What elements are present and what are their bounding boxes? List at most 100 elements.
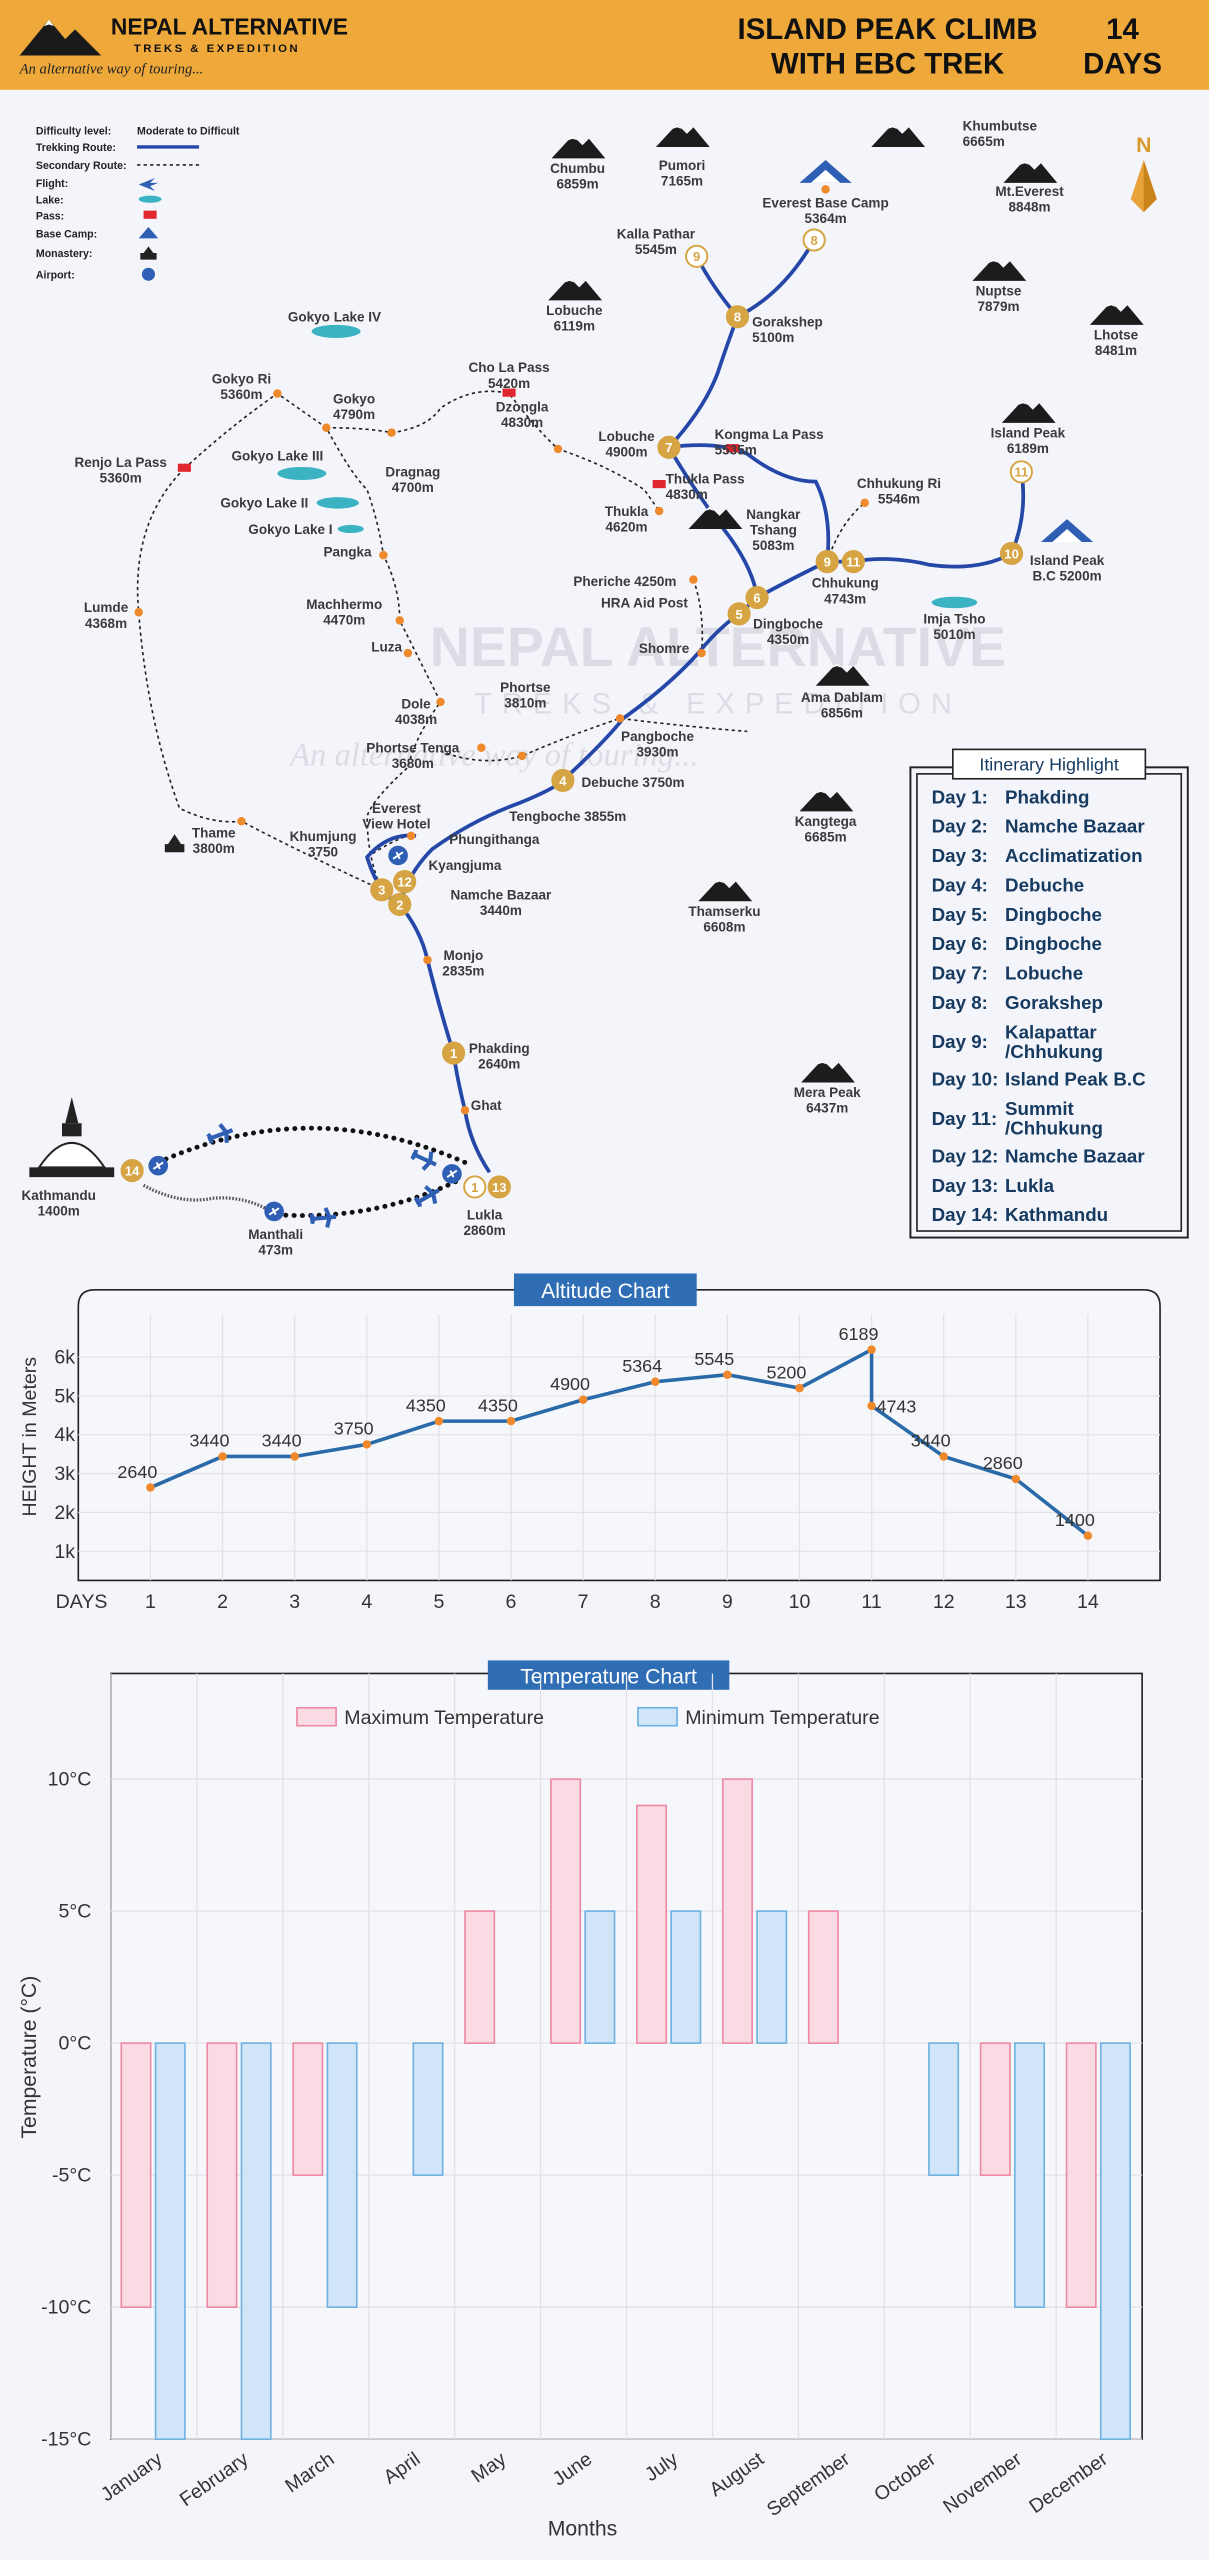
lake	[337, 524, 364, 534]
airport-plane	[446, 1169, 458, 1178]
legend-pass	[143, 210, 157, 219]
itinerary-day: Day 13:	[932, 1175, 999, 1196]
place-label: Phungithanga	[449, 832, 540, 847]
place-label: 2860m	[464, 1223, 506, 1238]
place-label: Pheriche 4250m	[573, 574, 676, 589]
mountain-icon	[1001, 400, 1056, 423]
temperature-bar	[807, 1910, 839, 2044]
itinerary-place: Lukla	[1005, 1175, 1055, 1196]
place-label: 8848m	[1008, 199, 1050, 214]
day-stop	[393, 870, 417, 894]
route	[668, 443, 831, 562]
temperature-bar	[120, 2042, 152, 2308]
mountain-icon	[972, 257, 1027, 281]
place-label: Thamserku	[688, 904, 760, 919]
temperature-bar	[412, 2042, 444, 2176]
place-label: 5546m	[878, 492, 920, 507]
legend-airport	[141, 267, 155, 281]
place-dot	[821, 185, 830, 194]
place-label: Dole	[401, 697, 431, 712]
place-label: Imja Tsho	[923, 612, 985, 627]
place-label: Gokyo Lake III	[232, 448, 324, 463]
place-label: Cho La Pass	[468, 360, 549, 375]
place-label: Pumori	[659, 158, 706, 173]
y-tick-label: 5k	[54, 1385, 75, 1407]
y-tick-label: 10°C	[48, 1769, 92, 1791]
day-stop-label: 12	[397, 875, 412, 890]
day-stop	[745, 585, 769, 610]
title: ISLAND PEAK CLIMB	[738, 13, 1038, 46]
pass-flag	[652, 480, 666, 489]
brand: NEPAL ALTERNATIVE	[111, 13, 348, 39]
place-label: Everest	[372, 801, 421, 816]
place-label: Machhermo	[306, 597, 382, 612]
altitude-point	[651, 1377, 660, 1386]
place-label: 3810m	[504, 696, 546, 711]
itinerary-place: Debuche	[1005, 874, 1084, 895]
flight	[155, 1125, 468, 1165]
y-tick-label: 6k	[54, 1347, 75, 1369]
watermark: NEPAL ALTERNATIVE	[430, 616, 1006, 678]
place-label: 5083m	[752, 538, 794, 553]
airport-plane	[268, 1207, 280, 1216]
lake	[931, 596, 978, 609]
legend-swatch	[637, 1706, 678, 1727]
altitude-title-box	[513, 1273, 697, 1307]
day-stop	[487, 1175, 511, 1199]
place-label: Lobuche	[598, 429, 655, 444]
place-label: 6859m	[557, 177, 599, 192]
mountain-snow	[887, 124, 898, 129]
day-stop-label: 6	[753, 590, 760, 605]
place-label: 5420m	[488, 376, 530, 391]
place-label: 3680m	[392, 756, 434, 771]
itinerary-place: Island Peak B.C	[1005, 1069, 1146, 1090]
day-stop	[441, 1041, 466, 1065]
altitude-point	[434, 1416, 444, 1426]
watermark: An alternative way of touring...	[288, 738, 699, 774]
mountain-snow	[1018, 400, 1028, 405]
place-label: Lukla	[467, 1208, 503, 1223]
header-bar	[0, 0, 1209, 90]
place-label: Manthali	[248, 1227, 303, 1242]
pass-flag	[177, 463, 191, 472]
place-label: Island Peak	[1030, 553, 1105, 568]
temperature-bar	[1099, 2042, 1131, 2441]
place-label: B.C 5200m	[1032, 568, 1101, 583]
mountain-snow	[1019, 160, 1030, 165]
data-label: 3440	[262, 1431, 302, 1451]
itinerary-day: Day 5:	[932, 904, 988, 925]
place-dot	[237, 816, 246, 826]
temperature-title: Temperature Chart	[520, 1665, 697, 1688]
place-label: Kathmandu	[22, 1188, 96, 1203]
x-tick-label: 4	[361, 1591, 372, 1613]
place-label: 4350m	[767, 632, 809, 647]
data-label: 4743	[876, 1396, 916, 1416]
temperature-bar	[326, 2042, 358, 2308]
data-label: 2860	[983, 1453, 1023, 1473]
flight-routes	[155, 1125, 468, 1219]
day-stop	[120, 1159, 144, 1183]
x-tick-label: 1	[145, 1591, 156, 1613]
itinerary-day: Day 14:	[932, 1204, 999, 1225]
place-label: Nangkar	[746, 507, 801, 522]
place-label: 5535m	[715, 443, 757, 458]
x-tick-label: 9	[722, 1591, 733, 1613]
place-label: 7879m	[977, 299, 1019, 314]
compass-label: N	[1136, 134, 1151, 157]
mountain-icon	[1089, 302, 1144, 325]
place-dot	[553, 444, 563, 454]
x-axis-label: DAYS	[56, 1591, 108, 1613]
place-label: Lhotse	[1094, 328, 1139, 343]
pass-flag	[502, 388, 516, 397]
place-label: Luza	[371, 639, 402, 654]
place-dot	[395, 616, 404, 625]
place-label: Gorakshep	[752, 315, 823, 330]
place-dot	[273, 389, 282, 398]
place-label: 1400m	[38, 1204, 80, 1219]
place-dot	[689, 575, 698, 584]
itinerary-day: Day 8:	[932, 992, 988, 1013]
place-label: Shomre	[639, 641, 690, 656]
x-tick-label: 3	[289, 1591, 300, 1613]
day-stop	[388, 892, 412, 917]
legend-label: Lake:	[36, 194, 64, 206]
